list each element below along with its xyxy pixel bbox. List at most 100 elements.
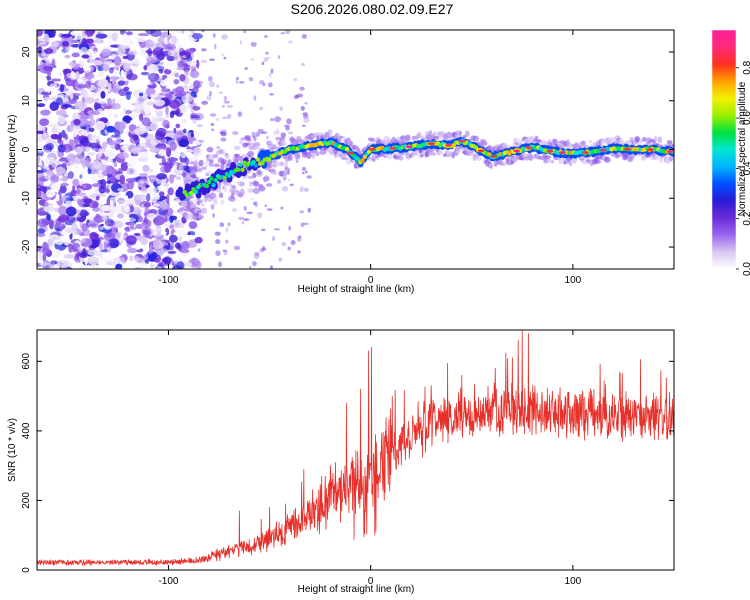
spectrogram-noise-cell xyxy=(223,100,231,104)
spectrogram-halo-cell xyxy=(519,139,523,145)
spectrogram-noise-cell xyxy=(42,165,49,170)
spectrogram-halo-cell xyxy=(314,151,320,157)
spectrogram-noise-cell xyxy=(80,121,84,126)
spectrogram-noise-cell xyxy=(64,133,69,140)
spectrogram-halo-cell xyxy=(305,151,312,159)
spectrogram-noise-cell xyxy=(90,110,101,115)
spectrogram-noise-cell xyxy=(119,174,126,185)
spectrogram-noise-cell xyxy=(78,60,85,69)
spectrogram-noise-cell xyxy=(307,207,312,213)
spectrogram-noise-cell xyxy=(83,96,95,104)
spectrogram-halo-cell xyxy=(572,157,577,164)
spectrogram-halo-cell xyxy=(281,170,288,177)
spectrogram-noise-cell xyxy=(174,54,182,63)
spectrogram-ridge-core-cell xyxy=(260,160,265,166)
spectrogram-noise-cell xyxy=(72,127,78,138)
spectrogram-halo-cell xyxy=(430,152,437,156)
spectrogram-noise-cell xyxy=(134,255,140,262)
spectrogram-noise-cell xyxy=(233,145,241,151)
spectrogram-noise-cell xyxy=(153,216,165,226)
spectrogram-halo-cell xyxy=(186,203,191,210)
spectrogram-noise-cell xyxy=(88,127,95,133)
spectrogram-noise-cell xyxy=(153,47,164,56)
spectrogram-ridge-core-cell xyxy=(360,158,365,163)
spectrogram-noise-cell xyxy=(123,63,131,72)
spectrogram-halo-cell xyxy=(275,128,280,135)
spectrogram-noise-cell xyxy=(98,147,103,157)
spectrogram-noise-cell xyxy=(223,96,227,101)
spectrogram-noise-cell xyxy=(146,64,159,73)
spectrogram-noise-cell xyxy=(91,183,101,188)
spectrogram-noise-cell xyxy=(50,234,59,238)
spectrogram-noise-cell xyxy=(37,170,44,174)
spectrogram-noise-cell xyxy=(76,84,87,89)
spectrogram-noise-cell xyxy=(70,229,78,235)
spectrogram-y-tick-label: -10 xyxy=(21,191,32,206)
spectrogram-noise-cell xyxy=(227,222,231,227)
spectrogram-noise-cell xyxy=(171,265,183,269)
spectrogram-halo-cell xyxy=(268,140,274,144)
spectrogram-noise-cell xyxy=(37,177,44,187)
spectrogram-noise-cell xyxy=(160,202,170,210)
spectrogram-noise-cell xyxy=(42,247,51,255)
spectrogram-noise-cell xyxy=(84,72,95,80)
spectrogram-noise-cell xyxy=(197,248,201,252)
spectrogram-halo-cell xyxy=(335,132,339,138)
spectrogram-noise-cell xyxy=(218,91,223,94)
spectrogram-noise-cell xyxy=(301,171,305,175)
spectrogram-noise-cell xyxy=(137,211,142,218)
spectrogram-noise-cell xyxy=(101,205,112,212)
spectrogram-peak-cell xyxy=(458,139,466,143)
spectrogram-noise-cell xyxy=(51,162,56,169)
spectrogram-ridge-core-cell xyxy=(209,176,214,181)
spectrogram-noise-cell xyxy=(231,208,238,212)
spectrogram-noise-cell xyxy=(277,55,280,59)
spectrogram-noise-cell xyxy=(87,191,97,201)
spectrogram-noise-cell xyxy=(232,131,239,136)
spectrogram-noise-cell xyxy=(117,187,124,192)
spectrogram-noise-cell xyxy=(37,74,43,78)
spectrogram-halo-cell xyxy=(197,214,202,219)
spectrogram-noise-cell xyxy=(51,127,58,134)
spectrogram-halo-cell xyxy=(445,131,453,139)
spectrogram-noise-cell xyxy=(266,208,273,211)
spectrogram-noise-cell xyxy=(87,114,94,120)
spectrogram-halo-cell xyxy=(411,151,419,156)
spectrogram-noise-cell xyxy=(248,265,252,269)
spectrogram-noise-cell xyxy=(194,151,198,158)
spectrogram-noise-cell xyxy=(37,99,41,105)
spectrogram-noise-cell xyxy=(188,221,198,229)
spectrogram-noise-cell xyxy=(150,138,156,149)
spectrogram-noise-cell xyxy=(88,135,100,144)
spectrogram-noise-cell xyxy=(98,188,111,193)
spectrogram-halo-cell xyxy=(280,161,284,167)
spectrogram-noise-cell xyxy=(129,255,134,262)
spectrogram-peak-cell xyxy=(490,154,498,158)
spectrogram-noise-cell xyxy=(171,71,180,78)
spectrogram-noise-cell xyxy=(105,41,110,48)
spectrogram-noise-cell xyxy=(37,103,46,108)
spectrogram-noise-cell xyxy=(187,42,193,48)
spectrogram-halo-cell xyxy=(272,170,277,176)
colorbar-tick-label: 0.4 xyxy=(742,161,750,175)
spectrogram-noise-cell xyxy=(91,174,97,183)
spectrogram-noise-cell xyxy=(120,69,125,78)
spectrogram-noise-cell xyxy=(65,206,77,217)
spectrogram-noise-cell xyxy=(252,261,257,267)
spectrogram-noise-cell xyxy=(154,131,165,141)
spectrogram-halo-cell xyxy=(182,170,187,178)
spectrogram-noise-cell xyxy=(184,69,189,76)
spectrogram-noise-cell xyxy=(61,33,72,38)
spectrogram-noise-cell xyxy=(101,215,108,221)
spectrogram-noise-cell xyxy=(201,100,209,105)
spectrogram-halo-cell xyxy=(252,187,260,195)
spectrogram-noise-cell xyxy=(109,192,115,196)
spectrogram-halo-cell xyxy=(186,200,193,206)
spectrogram-noise-cell xyxy=(238,216,245,221)
spectrogram-noise-cell xyxy=(175,86,185,94)
spectrogram-noise-cell xyxy=(94,237,101,248)
spectrogram-ridge-core-cell xyxy=(251,160,256,165)
spectrogram-noise-cell xyxy=(269,72,272,78)
spectrogram-noise-cell xyxy=(301,124,306,127)
spectrogram-noise-cell xyxy=(164,43,176,51)
